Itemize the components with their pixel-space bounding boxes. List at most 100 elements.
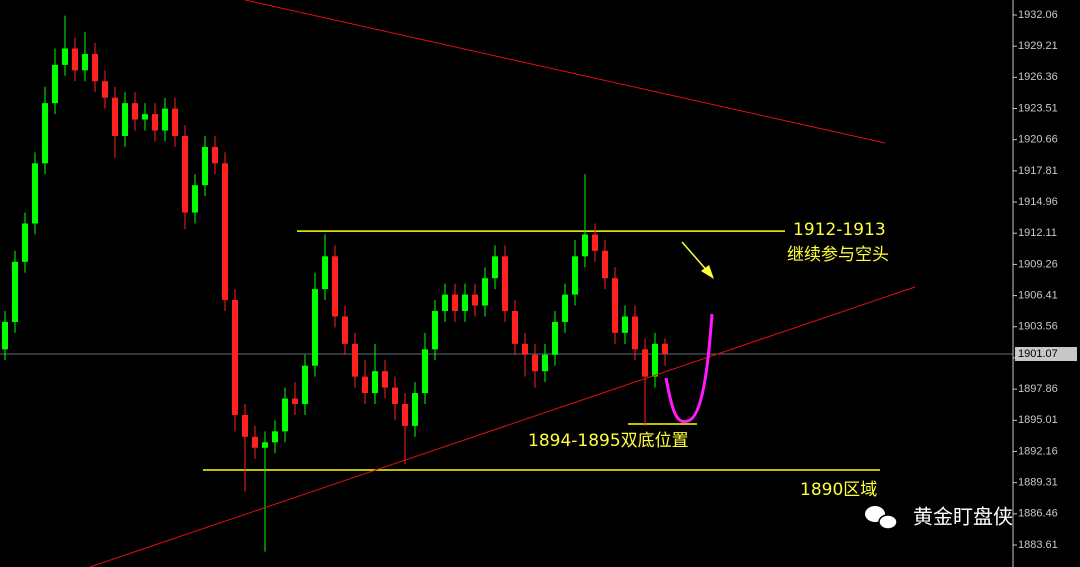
candle-body bbox=[622, 316, 628, 333]
candle-body bbox=[212, 146, 218, 164]
candle-body bbox=[372, 371, 378, 394]
candle-body bbox=[392, 387, 398, 404]
candle-body bbox=[292, 398, 298, 404]
candle-body bbox=[582, 234, 588, 257]
candle-body bbox=[202, 146, 208, 186]
candle-body bbox=[482, 278, 488, 306]
y-tick-label: 1914.96 bbox=[1018, 196, 1058, 208]
candle-body bbox=[172, 108, 178, 136]
y-tick-label: 1923.51 bbox=[1018, 102, 1058, 114]
candle-body bbox=[92, 53, 98, 82]
candle-body bbox=[302, 365, 308, 404]
candle-body bbox=[322, 256, 328, 290]
candle-body bbox=[382, 371, 388, 388]
candle-body bbox=[232, 300, 238, 415]
y-tick-label: 1909.26 bbox=[1018, 258, 1058, 270]
candle-body bbox=[162, 108, 168, 131]
candle-body bbox=[262, 442, 268, 448]
y-tick-label: 1903.56 bbox=[1018, 321, 1058, 333]
candle-body bbox=[512, 311, 518, 344]
candle-body bbox=[462, 294, 468, 312]
y-tick-label: 1906.41 bbox=[1018, 289, 1058, 301]
candle-body bbox=[562, 294, 568, 322]
candle-body bbox=[492, 256, 498, 279]
arrow-head bbox=[701, 265, 714, 279]
support-trendline bbox=[89, 286, 916, 567]
candle-body bbox=[42, 103, 48, 164]
y-tick-label: 1932.06 bbox=[1018, 9, 1058, 21]
annotation: 1890区域 bbox=[800, 480, 877, 500]
candle-body bbox=[12, 261, 18, 322]
candle-body bbox=[272, 431, 278, 443]
candle-body bbox=[282, 398, 288, 432]
candle-body bbox=[182, 135, 188, 213]
candle-body bbox=[442, 294, 448, 312]
candle-body bbox=[542, 354, 548, 372]
y-tick-label: 1926.36 bbox=[1018, 71, 1058, 83]
candle-body bbox=[662, 343, 668, 355]
candle-body bbox=[612, 278, 618, 333]
candle-body bbox=[242, 414, 248, 437]
watermark: 黄金盯盘侠 bbox=[913, 505, 1013, 529]
candle-body bbox=[592, 234, 598, 251]
candle-body bbox=[522, 343, 528, 355]
candle-body bbox=[312, 289, 318, 366]
candle-body bbox=[252, 436, 258, 448]
candle-body bbox=[122, 103, 128, 136]
candle-body bbox=[362, 376, 368, 394]
candle-body bbox=[142, 114, 148, 120]
resistance-trendline bbox=[244, 0, 886, 144]
y-tick-label: 1883.61 bbox=[1018, 539, 1058, 551]
candle-body bbox=[132, 103, 138, 120]
candle-body bbox=[62, 48, 68, 65]
candle-body bbox=[642, 349, 648, 377]
y-tick-label: 1929.21 bbox=[1018, 40, 1058, 52]
candle-body bbox=[652, 343, 658, 377]
candle-body bbox=[502, 256, 508, 312]
y-tick-label: 1917.81 bbox=[1018, 165, 1058, 177]
candle-body bbox=[432, 311, 438, 350]
candle-body bbox=[2, 321, 8, 350]
candle-body bbox=[342, 316, 348, 344]
y-tick-label: 1897.86 bbox=[1018, 383, 1058, 395]
y-tick-label: 1920.66 bbox=[1018, 134, 1058, 146]
last-price-box bbox=[1015, 347, 1077, 362]
candle-body bbox=[222, 163, 228, 301]
last-price-label: 1901.07 bbox=[1018, 348, 1058, 360]
candle-body bbox=[332, 256, 338, 317]
y-tick-label: 1895.01 bbox=[1018, 414, 1058, 426]
candle-body bbox=[472, 294, 478, 306]
y-tick-label: 1889.31 bbox=[1018, 477, 1058, 489]
candle-body bbox=[72, 48, 78, 71]
candle-body bbox=[32, 163, 38, 224]
y-tick-label: 1886.46 bbox=[1018, 508, 1058, 520]
candle-body bbox=[82, 53, 88, 71]
candle-body bbox=[112, 97, 118, 136]
plot-area bbox=[0, 15, 1013, 552]
candle-body bbox=[102, 81, 108, 98]
annotation: 1894-1895双底位置 bbox=[528, 431, 689, 451]
y-tick-label: 1912.11 bbox=[1018, 227, 1057, 239]
candle-body bbox=[22, 223, 28, 262]
candle-body bbox=[402, 403, 408, 426]
wechat-icon bbox=[865, 506, 898, 530]
y-tick-label: 1892.16 bbox=[1018, 445, 1058, 457]
candle-body bbox=[572, 256, 578, 295]
candle-body bbox=[422, 349, 428, 394]
candle-body bbox=[152, 114, 158, 131]
candle-body bbox=[552, 321, 558, 355]
annotation: 1912-1913 bbox=[793, 220, 886, 240]
candle-body bbox=[532, 354, 538, 372]
candle-body bbox=[632, 316, 638, 350]
projection-curve bbox=[664, 313, 714, 424]
candle-body bbox=[192, 185, 198, 213]
y-axis: 1932.06 1929.21 1926.36 1923.51 1920.66 1917.… bbox=[1013, 9, 1058, 551]
candle-body bbox=[452, 294, 458, 312]
candle-body bbox=[352, 343, 358, 377]
candle-body bbox=[602, 250, 608, 279]
candle-body bbox=[52, 64, 58, 104]
annotation: 继续参与空头 bbox=[787, 245, 889, 265]
candle-body bbox=[412, 393, 418, 426]
